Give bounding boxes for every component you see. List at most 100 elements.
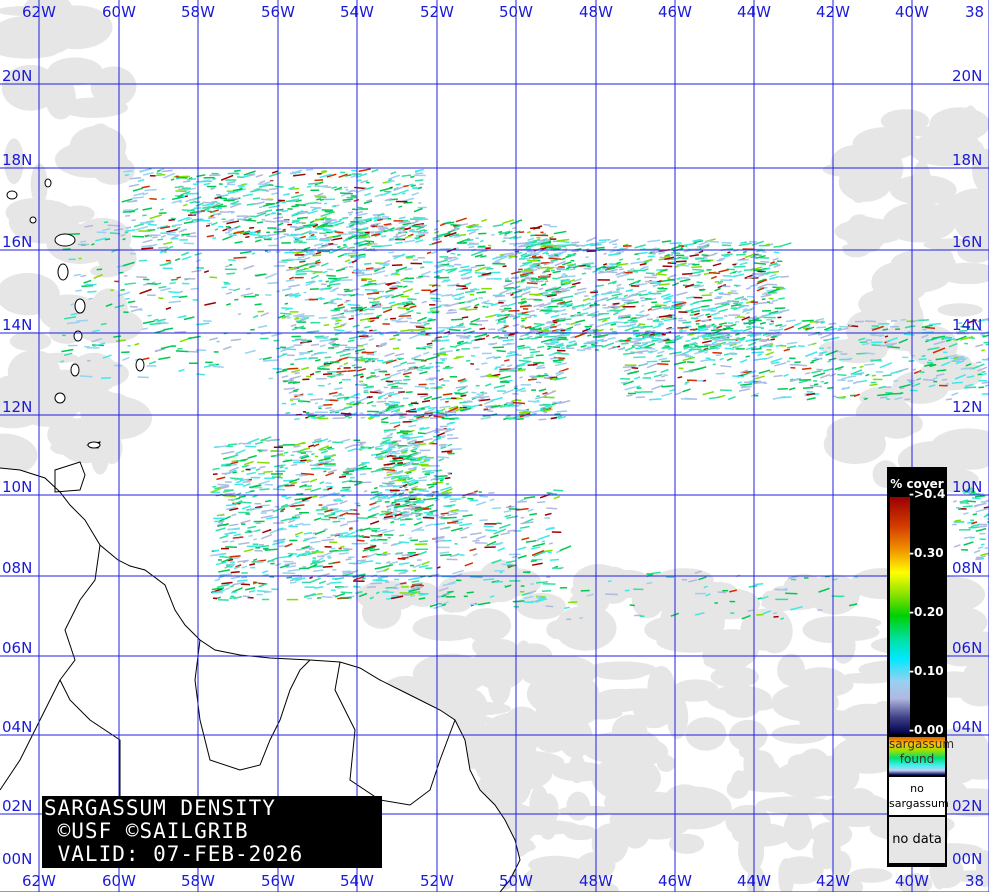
sargassum-mark bbox=[455, 287, 463, 291]
sargassum-mark bbox=[401, 553, 414, 557]
sargassum-mark bbox=[402, 371, 412, 376]
sargassum-mark bbox=[395, 471, 403, 475]
sargassum-mark bbox=[467, 243, 479, 246]
sargassum-mark bbox=[447, 580, 457, 585]
sargassum-mark bbox=[370, 538, 376, 542]
sargassum-mark bbox=[259, 180, 266, 184]
sargassum-mark bbox=[396, 552, 403, 555]
sargassum-mark bbox=[684, 382, 688, 385]
sargassum-mark bbox=[398, 562, 410, 566]
sargassum-mark bbox=[506, 302, 517, 307]
sargassum-mark bbox=[314, 402, 319, 405]
sargassum-mark bbox=[469, 298, 477, 302]
sargassum-mark bbox=[519, 262, 530, 268]
no-data-patch bbox=[831, 627, 856, 664]
sargassum-mark bbox=[170, 178, 175, 181]
sargassum-mark bbox=[243, 215, 252, 220]
sargassum-mark bbox=[755, 582, 764, 586]
sargassum-mark bbox=[207, 216, 216, 220]
sargassum-mark bbox=[610, 323, 617, 326]
sargassum-mark bbox=[230, 461, 239, 465]
sargassum-mark bbox=[291, 210, 304, 217]
sargassum-mark bbox=[288, 478, 300, 484]
sargassum-mark bbox=[326, 582, 331, 586]
sargassum-mark bbox=[253, 212, 267, 218]
sargassum-mark bbox=[408, 591, 421, 594]
sargassum-mark bbox=[397, 517, 402, 520]
sargassum-mark bbox=[772, 333, 780, 337]
sargassum-mark bbox=[557, 352, 569, 355]
sargassum-mark bbox=[254, 236, 264, 239]
no-data-patch bbox=[707, 685, 772, 712]
sargassum-mark bbox=[240, 519, 251, 524]
sargassum-mark bbox=[907, 330, 911, 333]
sargassum-mark bbox=[877, 393, 890, 397]
sargassum-mark bbox=[230, 211, 235, 214]
sargassum-mark bbox=[325, 471, 335, 477]
sargassum-mark bbox=[408, 365, 417, 369]
sargassum-mark bbox=[740, 383, 753, 386]
sargassum-mark bbox=[398, 220, 411, 224]
sargassum-mark bbox=[174, 185, 182, 189]
sargassum-mark bbox=[718, 293, 731, 296]
sargassum-mark bbox=[609, 265, 618, 269]
sargassum-mark bbox=[279, 564, 290, 569]
sargassum-mark bbox=[384, 396, 389, 400]
sargassum-mark bbox=[406, 471, 412, 475]
sargassum-mark bbox=[341, 473, 353, 476]
sargassum-mark bbox=[581, 312, 589, 315]
sargassum-mark bbox=[397, 476, 410, 480]
sargassum-mark bbox=[460, 394, 467, 397]
no-data-patch bbox=[746, 864, 765, 892]
sargassum-mark bbox=[553, 489, 564, 492]
sargassum-mark bbox=[409, 321, 422, 325]
sargassum-mark bbox=[215, 561, 227, 566]
sargassum-mark bbox=[314, 216, 328, 222]
sargassum-mark bbox=[354, 308, 361, 312]
no-data-patch bbox=[4, 138, 24, 185]
sargassum-mark bbox=[444, 231, 457, 238]
sargassum-mark bbox=[338, 356, 349, 361]
sargassum-mark bbox=[498, 230, 511, 236]
sargassum-mark bbox=[663, 318, 675, 322]
sargassum-mark bbox=[408, 452, 419, 457]
sargassum-mark bbox=[299, 211, 309, 215]
sargassum-mark bbox=[403, 506, 416, 511]
sargassum-mark bbox=[964, 383, 974, 388]
no-data-patch bbox=[897, 873, 933, 892]
no-data-patch bbox=[781, 829, 822, 840]
sargassum-mark bbox=[786, 341, 798, 345]
sargassum-mark bbox=[233, 533, 241, 537]
sargassum-mark bbox=[243, 232, 250, 236]
sargassum-mark bbox=[354, 236, 367, 240]
sargassum-mark bbox=[655, 273, 667, 276]
sargassum-mark bbox=[405, 302, 416, 306]
sargassum-mark bbox=[637, 324, 641, 327]
sargassum-mark bbox=[295, 273, 307, 276]
sargassum-mark bbox=[221, 472, 232, 475]
sargassum-mark bbox=[932, 376, 938, 380]
sargassum-mark bbox=[489, 342, 498, 346]
sargassum-mark bbox=[447, 257, 459, 263]
sargassum-mark bbox=[717, 282, 722, 285]
sargassum-mark bbox=[545, 526, 555, 531]
sargassum-mark bbox=[129, 177, 142, 180]
sargassum-mark bbox=[320, 450, 329, 454]
sargassum-mark bbox=[746, 325, 751, 328]
sargassum-mark bbox=[304, 536, 317, 540]
sargassum-mark bbox=[546, 507, 558, 510]
sargassum-mark bbox=[372, 295, 383, 301]
sargassum-mark bbox=[458, 295, 465, 300]
sargassum-mark bbox=[361, 277, 373, 281]
sargassum-mark bbox=[474, 266, 487, 272]
sargassum-mark bbox=[756, 267, 767, 272]
sargassum-mark bbox=[203, 182, 211, 186]
sargassum-mark bbox=[652, 284, 659, 287]
sargassum-mark bbox=[392, 512, 397, 516]
sargassum-mark bbox=[308, 182, 320, 185]
sargassum-mark bbox=[660, 368, 669, 374]
sargassum-mark bbox=[540, 338, 554, 343]
sargassum-mark bbox=[384, 197, 392, 202]
sargassum-mark bbox=[479, 239, 484, 243]
sargassum-mark bbox=[733, 329, 743, 333]
